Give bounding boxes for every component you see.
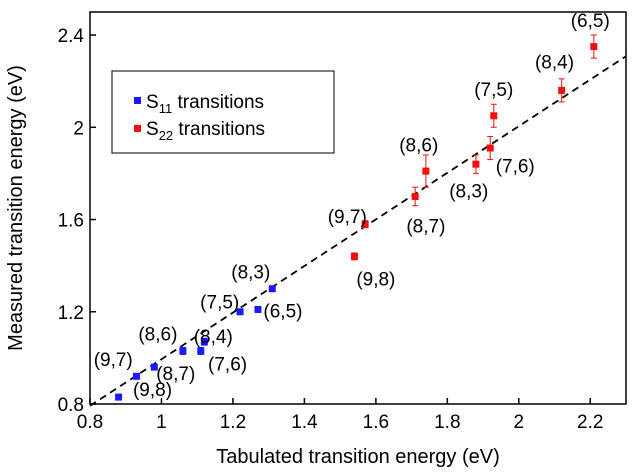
legend-box: [111, 70, 335, 154]
point-label: (7,6): [496, 156, 535, 177]
data-point: [486, 144, 494, 152]
x-tick-label: 1.8: [434, 412, 460, 433]
legend-label-s11: S11 transitions: [146, 92, 264, 116]
point-label: (6,5): [571, 11, 610, 32]
data-point: [490, 112, 498, 120]
point-label: (9,7): [94, 350, 133, 371]
y-tick-label: 1.2: [58, 303, 84, 324]
legend-marker-s22: [134, 125, 141, 132]
point-label: (8,3): [231, 262, 270, 283]
y-axis-title: Measured transition energy (eV): [5, 65, 27, 351]
x-tick-label: 2: [514, 412, 525, 433]
data-point: [236, 308, 244, 316]
legend: S11 transitions S22 transitions: [111, 70, 335, 154]
data-point: [361, 220, 369, 228]
point-label: (8,7): [156, 364, 195, 385]
x-tick-label: 0.8: [77, 412, 103, 433]
data-point: [197, 347, 205, 355]
point-label: (8,4): [194, 327, 233, 348]
y-tick-label: 2: [73, 118, 84, 139]
x-axis-title: Tabulated transition energy (eV): [216, 446, 500, 468]
data-series: [115, 34, 598, 401]
y-tick-label: 0.8: [58, 395, 84, 416]
data-point: [350, 252, 358, 260]
data-point: [179, 347, 187, 355]
y-tick-label: 1.6: [58, 211, 84, 232]
legend-marker-s11: [134, 97, 141, 104]
point-label: (8,3): [449, 182, 488, 203]
point-label: (8,6): [138, 325, 177, 346]
x-tick-label: 1.6: [363, 412, 389, 433]
x-axis: 0.8 1 1.2 1.4 1.6 1.8 2 2.2: [77, 398, 603, 433]
point-label: (7,6): [208, 355, 247, 376]
series-s22: [350, 34, 598, 261]
data-point: [268, 285, 276, 293]
data-point: [411, 192, 419, 200]
point-label: (8,7): [406, 216, 445, 237]
data-point: [254, 305, 262, 313]
point-label: (9,8): [133, 380, 172, 401]
point-label: (8,4): [535, 53, 574, 74]
x-tick-label: 1.4: [291, 412, 318, 433]
point-label: (9,8): [356, 269, 395, 290]
point-annotations: (9,8)(8,7)(9,7)(8,6) (8,4)(7,6)(7,5) (6,5)…: [94, 11, 610, 401]
point-label: (9,7): [328, 207, 367, 228]
x-tick-label: 1.2: [220, 412, 246, 433]
y-axis: 0.8 1.2 1.6 2 2.4: [58, 26, 96, 416]
data-point: [590, 43, 598, 51]
point-label: (7,5): [474, 80, 513, 101]
x-tick-label: 1: [156, 412, 167, 433]
data-point: [558, 86, 566, 94]
legend-label-s22: S22 transitions: [146, 119, 265, 143]
data-point: [422, 167, 430, 175]
data-point: [150, 363, 158, 371]
x-tick-label: 2.2: [577, 412, 603, 433]
data-point: [200, 338, 208, 346]
y-tick-label: 2.4: [58, 26, 85, 47]
series-s11: [115, 285, 276, 401]
data-point: [472, 160, 480, 168]
data-point: [132, 372, 140, 380]
fit-line: [89, 55, 627, 407]
point-label: (7,5): [200, 292, 239, 313]
data-point: [115, 393, 123, 401]
plot-area-frame: [89, 11, 627, 405]
point-label: (8,6): [399, 136, 438, 157]
point-label: (6,5): [263, 302, 302, 323]
